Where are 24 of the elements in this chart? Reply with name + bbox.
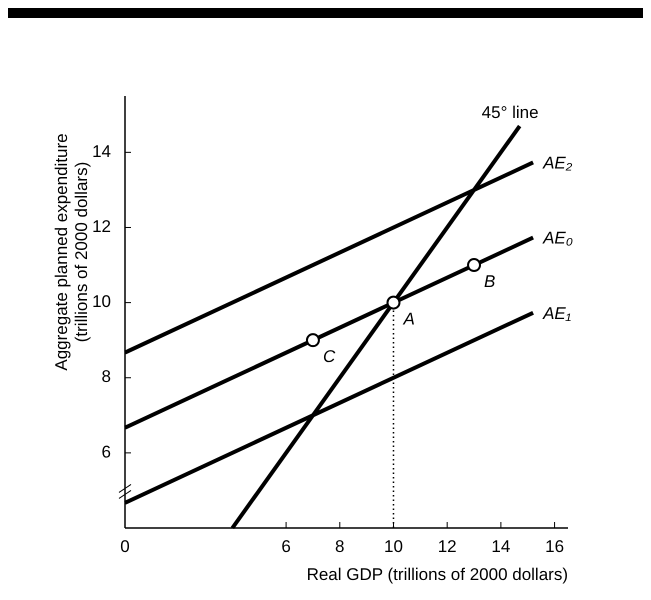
point <box>467 258 482 272</box>
x-tick-label: 14 <box>491 537 510 556</box>
x-tick-label: 12 <box>438 537 457 556</box>
y-tick-label: 12 <box>92 216 111 236</box>
y-tick-label: 6 <box>102 442 111 462</box>
series-label: AE₂ <box>542 154 573 173</box>
series-label: AE₀ <box>542 229 573 248</box>
x-axis-title: Real GDP (trillions of 2000 dollars) <box>306 565 568 584</box>
point <box>306 333 320 348</box>
x-tick-label: 6 <box>281 537 291 556</box>
y-tick-label: 10 <box>92 292 111 312</box>
x-tick-label: 10 <box>384 537 403 556</box>
point <box>386 296 400 310</box>
series-label: 45° line <box>482 104 539 123</box>
x-tick-label: 16 <box>545 537 564 556</box>
y-axis-title: Aggregate planned expenditure (trillions of 2000 dollars) <box>52 133 91 371</box>
annotation: C <box>322 347 336 366</box>
x-tick-label: 8 <box>335 537 345 556</box>
y-tick-label: 8 <box>102 367 111 386</box>
x-tick-label: 0 <box>120 537 130 556</box>
annotation: A <box>402 310 415 329</box>
series-label: AE₁ <box>542 304 572 324</box>
y-tick-label: 14 <box>92 142 111 161</box>
annotation: B <box>484 272 496 292</box>
